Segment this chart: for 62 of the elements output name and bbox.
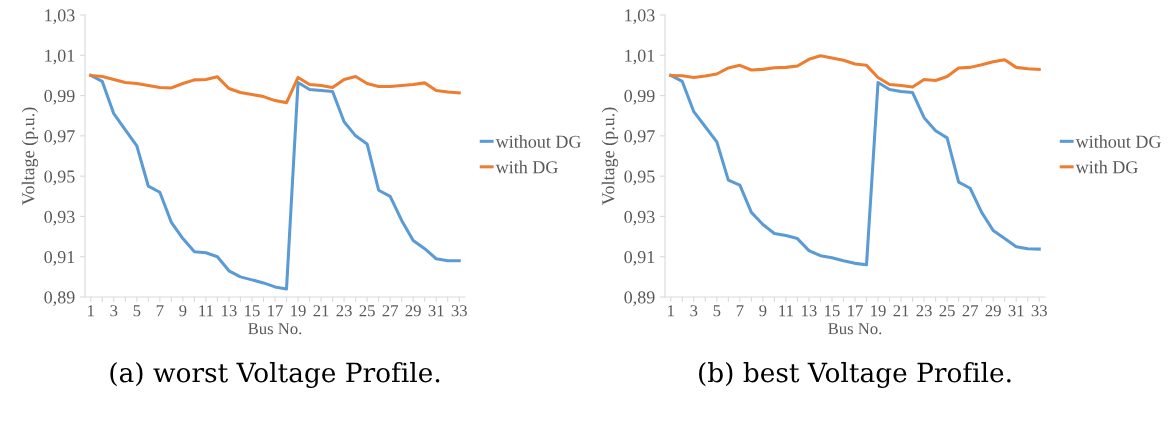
x-tick-label: 15 [825, 305, 840, 317]
y-tick-label: 1,03 [45, 9, 75, 25]
x-tick-label: 1 [668, 305, 674, 317]
y-tick-label: 0,91 [44, 250, 75, 266]
line-series [669, 54, 1041, 89]
x-tick-label: 29 [985, 305, 1001, 317]
y-tick-label: 0,97 [624, 130, 655, 145]
x-tick-label: 1 [88, 305, 94, 317]
y-tick-label: 1,01 [45, 49, 75, 65]
y-tick-label: 0,99 [624, 89, 655, 105]
x-tick-label: 23 [916, 305, 932, 317]
x-tick-label: 23 [336, 305, 352, 317]
text: (b) best Voltage Profile. [699, 362, 1011, 388]
x-tick-label: 3 [110, 305, 118, 317]
y-tick-label: 0,89 [624, 291, 655, 307]
y-tick-label: 0,95 [44, 170, 75, 186]
x-tick-label: 19 [291, 305, 306, 317]
x-tick-label: 27 [382, 305, 399, 317]
x-tick-label: 33 [451, 305, 467, 317]
x-tick-label: 7 [156, 305, 164, 317]
x-tick-label: 21 [313, 305, 329, 317]
x-tick-label: 7 [736, 305, 744, 317]
y-tick-label: 0,89 [44, 291, 75, 307]
x-tick-label: 13 [222, 305, 237, 317]
line-series [89, 73, 461, 105]
y-tick-label: 0,99 [44, 89, 75, 105]
y-tick-label: 0,93 [624, 210, 655, 226]
x-tick-label: 9 [759, 305, 767, 317]
legend-label: with DG [1075, 160, 1138, 174]
x-tick-label: 25 [359, 305, 375, 317]
x-tick-label: 25 [939, 305, 955, 317]
x-tick-label: 31 [428, 305, 444, 317]
y-tick-label: 0,91 [624, 250, 655, 266]
x-tick-label: 5 [713, 305, 721, 317]
x-axis-title: Bus No. [828, 323, 882, 335]
x-tick-label: 11 [779, 305, 793, 317]
x-tick-label: 15 [245, 305, 260, 317]
y-tick-label: 0,95 [624, 170, 655, 186]
x-axis-title: Bus No. [248, 323, 302, 335]
y-axis-title: Voltage (p.u.) [21, 107, 39, 206]
x-tick-label: 9 [179, 305, 187, 317]
legend-label: without DG [495, 135, 581, 148]
x-tick-label: 29 [405, 305, 421, 317]
x-tick-label: 33 [1031, 305, 1047, 317]
y-axis-title: Voltage (p.u.) [601, 107, 619, 206]
text: (a) worst Voltage Profile. [110, 362, 440, 388]
y-tick-label: 1,03 [625, 9, 655, 25]
x-tick-label: 19 [871, 305, 886, 317]
y-tick-label: 1,01 [625, 49, 655, 65]
x-tick-label: 5 [133, 305, 141, 317]
x-tick-label: 27 [962, 305, 979, 317]
x-tick-label: 17 [268, 305, 283, 317]
legend-label: without DG [1075, 135, 1161, 148]
x-tick-label: 17 [848, 305, 863, 317]
y-tick-label: 0,93 [44, 210, 75, 226]
x-tick-label: 21 [893, 305, 909, 317]
x-tick-label: 13 [802, 305, 817, 317]
x-tick-label: 11 [199, 305, 213, 317]
x-tick-label: 3 [690, 305, 698, 317]
x-tick-label: 31 [1008, 305, 1024, 317]
y-tick-label: 0,97 [44, 130, 75, 145]
legend-label: with DG [495, 160, 558, 174]
